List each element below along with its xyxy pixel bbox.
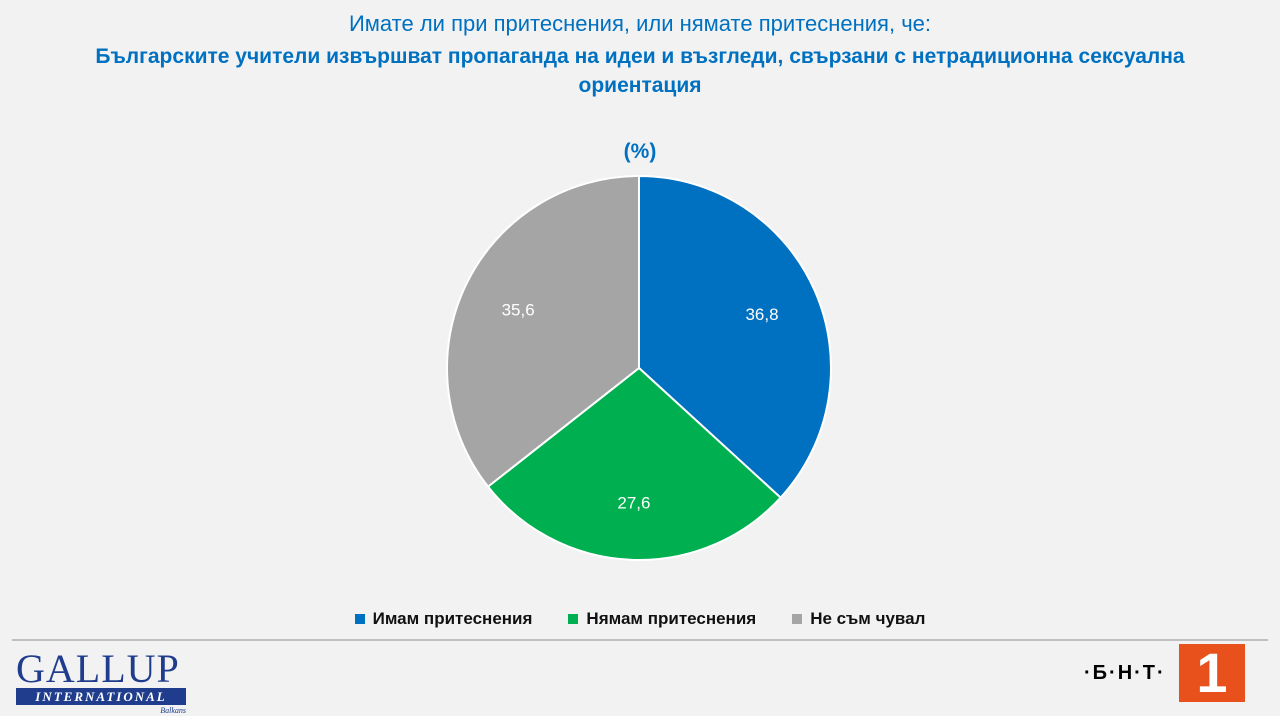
- legend-swatch: [792, 614, 803, 624]
- bnt-logo-number: 1: [1196, 641, 1228, 704]
- legend-item: Не съм чувал: [792, 609, 925, 629]
- chart-title: Българските учители извършват пропаганда…: [95, 45, 1185, 97]
- bnt-logo-box: [1179, 644, 1245, 702]
- legend-item: Имам притеснения: [354, 609, 533, 629]
- gallup-logo-band: INTERNATIONAL: [16, 688, 186, 705]
- chart-header: Имате ли при притеснения, или нямате при…: [0, 10, 1280, 100]
- pie-slice: [638, 174, 832, 500]
- unit-label: (%): [623, 140, 657, 163]
- gallup-logo-word: GALLUP: [16, 646, 180, 691]
- bnt-logo-text: ·Б·Н·Т·: [1084, 662, 1166, 684]
- legend-swatch: [568, 614, 579, 624]
- legend-swatch: [354, 614, 365, 624]
- bnt-logo: ·Б·Н·Т· 1: [1080, 644, 1250, 702]
- legend-item: Нямам притеснения: [568, 609, 756, 629]
- legend-label: Имам притеснения: [372, 609, 533, 628]
- legend: Имам притеснения Нямам притеснения Не съ…: [0, 609, 1280, 629]
- pie-slice: [486, 366, 783, 561]
- legend-label: Нямам притеснения: [586, 609, 757, 628]
- gallup-logo: GALLUP INTERNATIONAL Balkans: [16, 646, 191, 715]
- legend-label: Не съм чувал: [810, 609, 926, 628]
- footer-divider: [12, 639, 1268, 641]
- pie-slice: [446, 174, 640, 489]
- chart-subtitle: Имате ли при притеснения, или нямате при…: [348, 11, 932, 36]
- data-label: 36,8: [745, 305, 778, 324]
- pie-chart: 36,8 27,6 35,6: [446, 174, 832, 561]
- data-label: 35,6: [502, 300, 535, 319]
- data-label: 27,6: [617, 493, 650, 512]
- gallup-logo-sub: Balkans: [160, 706, 186, 715]
